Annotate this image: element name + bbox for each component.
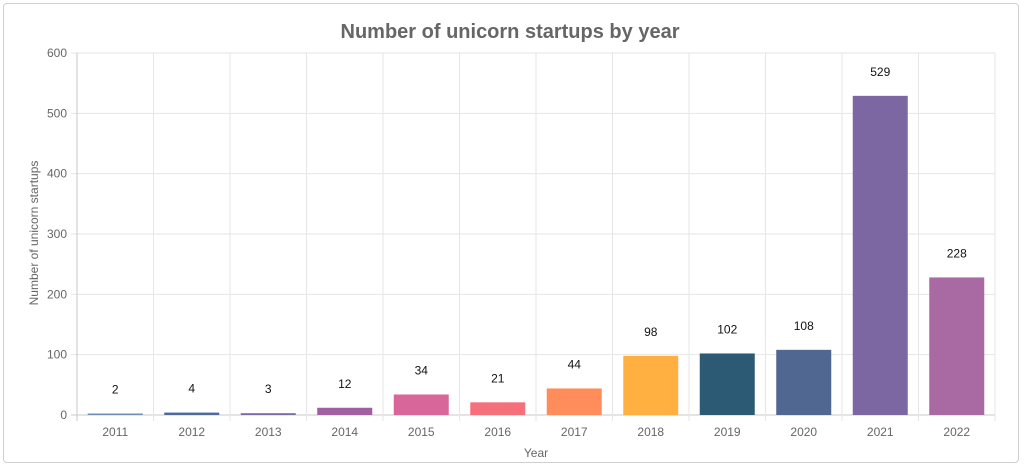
y-tick-label: 600 (47, 46, 67, 60)
x-tick-label: 2021 (867, 425, 894, 439)
grid-lines (71, 52, 996, 421)
bar-value-label: 2 (112, 383, 119, 397)
bar (776, 349, 832, 415)
bar (317, 407, 373, 415)
y-tick-label: 100 (47, 348, 67, 362)
bar-value-label: 34 (415, 363, 429, 377)
x-tick-label: 2015 (408, 425, 435, 439)
bar (699, 353, 755, 415)
chart-title: Number of unicorn startups by year (341, 21, 680, 43)
x-axis-ticks: 2011 2012 2013 2014 2015 2016 2017 2018 2019 2020… (102, 425, 970, 439)
x-tick-label: 2020 (790, 425, 817, 439)
y-tick-label: 0 (60, 408, 67, 422)
y-axis-title: Number of unicorn startups (27, 161, 41, 306)
bar (546, 388, 602, 415)
data-labels: 2 4 3 12 34 21 44 98 102 108 529 228 (112, 65, 967, 397)
bar (240, 413, 296, 415)
bar (393, 394, 449, 415)
x-tick-label: 2014 (331, 425, 358, 439)
x-tick-label: 2016 (484, 425, 511, 439)
y-axis-ticks: 0 100 200 300 400 500 600 (47, 46, 67, 422)
y-tick-label: 500 (47, 106, 67, 120)
bar (164, 412, 220, 415)
x-tick-label: 2013 (255, 425, 282, 439)
bar-value-label: 98 (644, 325, 658, 339)
x-tick-label: 2022 (943, 425, 970, 439)
x-tick-label: 2018 (637, 425, 664, 439)
bar-value-label: 3 (265, 382, 272, 396)
bar (852, 95, 908, 415)
bar (87, 413, 143, 415)
y-tick-label: 300 (47, 227, 67, 241)
bar (470, 402, 526, 415)
bar-value-label: 529 (870, 65, 890, 79)
chart-frame (3, 3, 1019, 463)
x-tick-label: 2011 (102, 425, 128, 439)
bar-value-label: 21 (491, 371, 505, 385)
bar-value-label: 4 (188, 382, 195, 396)
bars (87, 95, 985, 415)
bar-value-label: 108 (794, 319, 814, 333)
y-tick-label: 200 (47, 287, 67, 301)
bar-value-label: 228 (947, 246, 967, 260)
y-tick-label: 400 (47, 167, 67, 181)
bar-value-label: 44 (568, 357, 582, 371)
x-tick-label: 2019 (714, 425, 741, 439)
bar (623, 355, 679, 415)
x-tick-label: 2017 (561, 425, 588, 439)
bar-value-label: 12 (338, 377, 352, 391)
x-tick-label: 2012 (178, 425, 205, 439)
bar (929, 277, 985, 415)
bar-value-label: 102 (717, 322, 737, 336)
x-axis-title: Year (524, 446, 548, 460)
